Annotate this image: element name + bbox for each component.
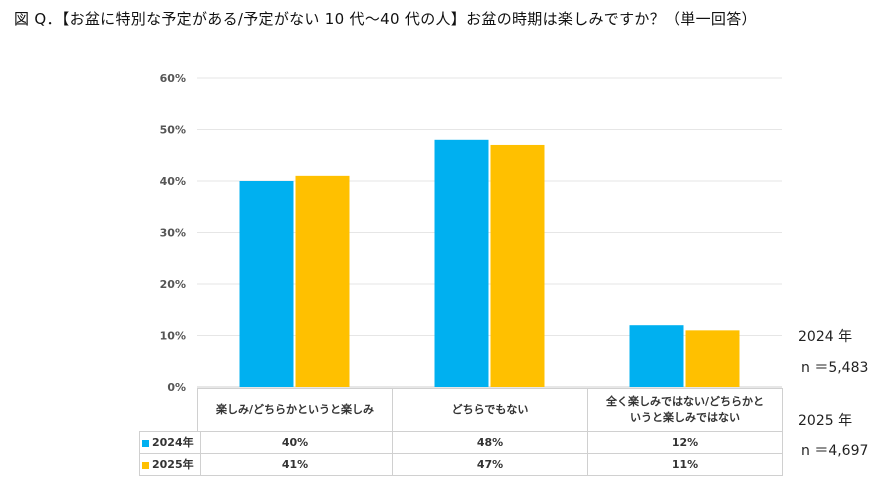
series-row: 40% 2024年 48% 12% [139, 431, 783, 454]
bar-2024年-cat0 [239, 181, 294, 387]
data-table: 楽しみ/どちらかというと楽しみ どちらでもない 全く楽しみではない/どちらかと いうと… [139, 388, 783, 476]
legend-entry: 2025年 [139, 453, 201, 476]
category-label: 楽しみ/どちらかというと楽しみ [197, 388, 393, 432]
y-tick-label: 60% [160, 72, 186, 85]
n-2024-count: n ＝5,483 [801, 360, 869, 376]
value-cell: 41% 2025年 [139, 453, 393, 476]
n-2025-count: n ＝4,697 [801, 443, 869, 459]
n-2024-year: 2024 年 [798, 329, 853, 345]
y-tick-label: 0% [167, 381, 186, 394]
chart-title: 図 Q．【お盆に特別な予定がある/予定がない 10 代～40 代の人】お盆の時期… [14, 10, 757, 28]
value-cell: 40% 2024年 [139, 431, 393, 454]
n-2025-year: 2025 年 [798, 413, 853, 429]
category-label: 全く楽しみではない/どちらかと いうと楽しみではない [587, 388, 783, 432]
series-row: 41% 2025年 47% 11% [139, 453, 783, 476]
y-tick-label: 30% [160, 227, 186, 240]
y-tick-label: 10% [160, 330, 186, 343]
gridlines [197, 77, 782, 388]
y-tick-label: 40% [160, 175, 186, 188]
legend-swatch [142, 439, 149, 447]
bar-2025年-cat1 [490, 144, 545, 387]
bar-2024年-cat2 [629, 325, 684, 387]
value-cell: 12% [587, 431, 783, 454]
value-cell: 47% [392, 453, 588, 476]
category-label: どちらでもない [392, 388, 588, 432]
bar-2024年-cat1 [434, 139, 489, 387]
bar-2025年-cat0 [295, 175, 350, 387]
category-row: 楽しみ/どちらかというと楽しみ どちらでもない 全く楽しみではない/どちらかと いうと… [197, 388, 783, 432]
legend-entry: 2024年 [139, 431, 201, 454]
y-tick-label: 50% [160, 124, 186, 137]
bar-2025年-cat2 [685, 330, 740, 387]
y-tick-label: 20% [160, 278, 186, 291]
legend-label: 2025年 [152, 458, 194, 471]
legend-swatch [142, 461, 149, 469]
legend-label: 2024年 [152, 436, 194, 449]
bars [239, 139, 740, 387]
y-axis-ticks: 0% 10% 20% 30% 40% 50% 60% [160, 72, 186, 394]
value-cell: 48% [392, 431, 588, 454]
value-cell: 11% [587, 453, 783, 476]
